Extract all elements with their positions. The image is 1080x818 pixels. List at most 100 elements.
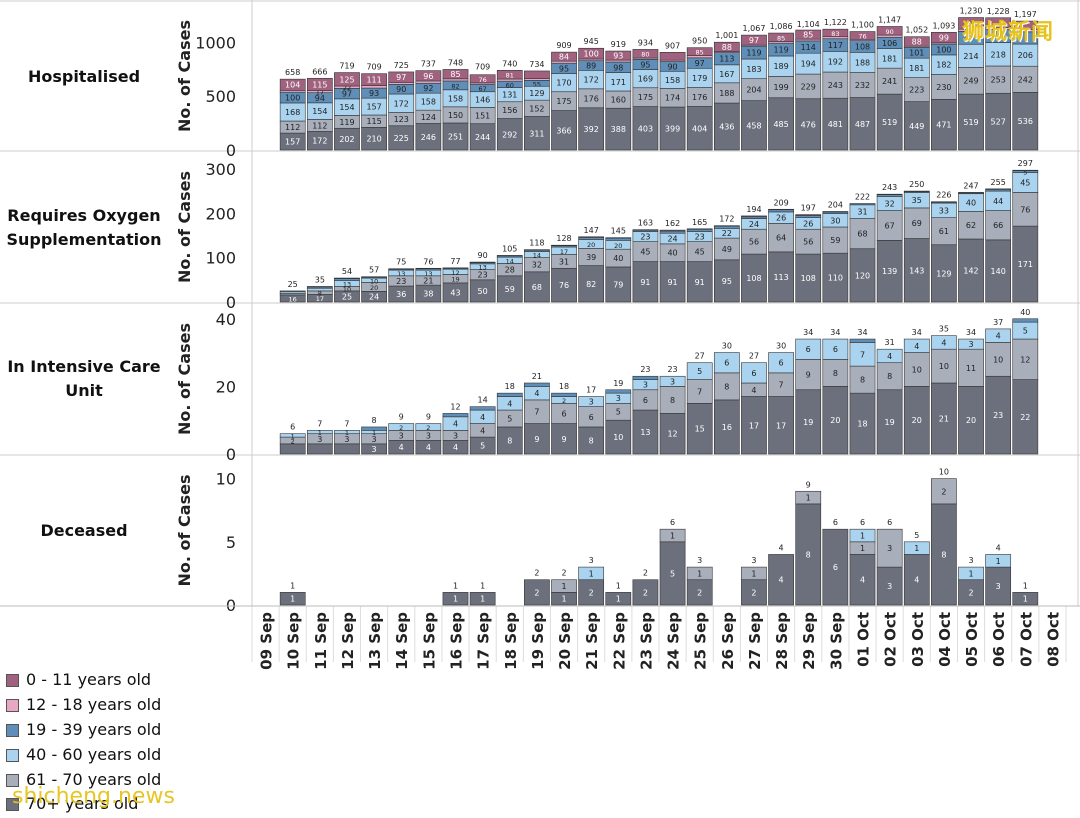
total-label: 666: [312, 67, 327, 76]
segment-label: 1: [806, 494, 811, 503]
segment-label: 175: [638, 93, 653, 102]
bar-segment-0-11: [958, 192, 984, 194]
segment-label: 527: [991, 118, 1006, 127]
bar-segment-61-70: [795, 359, 822, 391]
bar-segment-19-39: [632, 375, 659, 380]
segment-label: 101: [909, 49, 924, 58]
bar-segment-70+: [741, 396, 767, 455]
bar-segment-70+: [741, 253, 767, 303]
segment-label: 26: [776, 214, 786, 223]
bar-segment-70+: [1012, 91, 1039, 151]
segment-label: 45: [695, 248, 705, 257]
segment-label: 22: [1020, 413, 1030, 422]
total-label: 1,093: [932, 21, 955, 30]
segment-label: 62: [966, 221, 976, 230]
bar-segment-70+: [795, 389, 822, 455]
segment-label: 156: [502, 106, 517, 115]
x-tick-label: 23 Sep: [637, 612, 655, 670]
total-label: 54: [342, 267, 352, 276]
bar-segment-12-18: [415, 80, 442, 84]
x-tick-label: 15 Sep: [420, 612, 438, 670]
segment-label: 115: [312, 80, 327, 89]
segment-label: 4: [534, 389, 539, 398]
segment-label: 172: [394, 99, 409, 108]
bar-segment-19-39: [442, 413, 469, 418]
bar-segment-40-60: [876, 348, 903, 364]
total-label: 950: [692, 37, 707, 46]
bar-segment-40-60: [768, 352, 794, 374]
segment-label: 30: [830, 216, 840, 225]
y-axis-title: No. of Cases: [175, 171, 194, 283]
total-label: 1,230: [960, 7, 983, 16]
panel-1: No. of Cases0100200300162517835251013542…: [0, 159, 1080, 312]
segment-label: 251: [448, 132, 463, 141]
y-tick-label: 20: [216, 377, 236, 396]
segment-label: 31: [559, 257, 569, 266]
segment-label: 169: [638, 75, 653, 84]
bar-segment-0-11: [551, 51, 577, 62]
total-label: 297: [1018, 159, 1033, 168]
bar-segment-70+: [659, 413, 686, 455]
bar-segment-0-11: [849, 31, 876, 40]
segment-label: 3: [372, 445, 377, 454]
segment-label: 2: [399, 424, 403, 432]
bar-segment-70+: [632, 409, 659, 455]
segment-label: 311: [529, 129, 544, 138]
segment-label: 100: [285, 94, 300, 103]
bar-segment-12-18: [442, 78, 469, 82]
bar-segment-0-11: [686, 47, 713, 56]
bar-segment-0-11: [903, 190, 930, 192]
segment-label: 1: [291, 432, 295, 440]
segment-label: 171: [611, 78, 626, 87]
bar-segment-0-11: [605, 50, 632, 61]
bar-segment-70+: [822, 97, 849, 151]
segment-label: 97: [342, 90, 352, 99]
total-label: 35: [939, 325, 949, 334]
total-label: 17: [586, 386, 596, 395]
bar-segment-70+: [849, 392, 876, 455]
segment-label: 7: [534, 408, 539, 417]
bar-segment-70+: [985, 566, 1012, 606]
bar-segment-40-60: [686, 362, 713, 380]
bar-segment-70+: [578, 265, 605, 303]
bar-segment-61-70: [1012, 65, 1039, 93]
x-tick-label: 02 Oct: [882, 612, 900, 667]
segment-label: 33: [939, 206, 949, 215]
segment-label: 97: [695, 59, 705, 68]
bar-segment-19-39: [795, 215, 822, 218]
total-label: 37: [993, 318, 1003, 327]
x-tick-label: 30 Sep: [827, 612, 845, 670]
bar-segment-0-11: [361, 73, 387, 86]
segment-label: 108: [801, 274, 816, 283]
segment-label: 388: [611, 125, 626, 134]
segment-label: 4: [887, 352, 892, 361]
bar-segment-40-60: [985, 554, 1012, 568]
bar-segment-70+: [686, 106, 713, 151]
segment-label: 143: [909, 266, 924, 275]
total-label: 209: [773, 198, 788, 207]
segment-label: 519: [882, 118, 897, 127]
bar-segment-0-11: [306, 286, 333, 288]
total-label: 1: [453, 581, 458, 590]
bar-segment-70+: [958, 579, 984, 606]
total-label: 247: [963, 181, 978, 190]
segment-label: 253: [991, 76, 1006, 85]
total-label: 76: [423, 257, 433, 266]
segment-label: 119: [339, 118, 354, 127]
segment-label: 96: [423, 72, 433, 81]
bar-segment-0-11: [306, 77, 333, 91]
segment-label: 1: [751, 569, 756, 578]
segment-label: 292: [502, 130, 517, 139]
segment-label: 84: [559, 53, 569, 62]
segment-label: 170: [556, 79, 571, 88]
segment-label: 40: [667, 249, 677, 258]
bar-segment-0-11: [931, 201, 957, 203]
bar-segment-61-70: [931, 74, 957, 100]
total-label: 1,122: [824, 18, 847, 27]
total-label: 10: [939, 468, 949, 477]
legend-label-0-11: 0 - 11 years old: [26, 670, 152, 689]
segment-label: 4: [453, 443, 458, 452]
segment-label: 35: [912, 196, 922, 205]
y-tick-label: 200: [205, 204, 236, 223]
